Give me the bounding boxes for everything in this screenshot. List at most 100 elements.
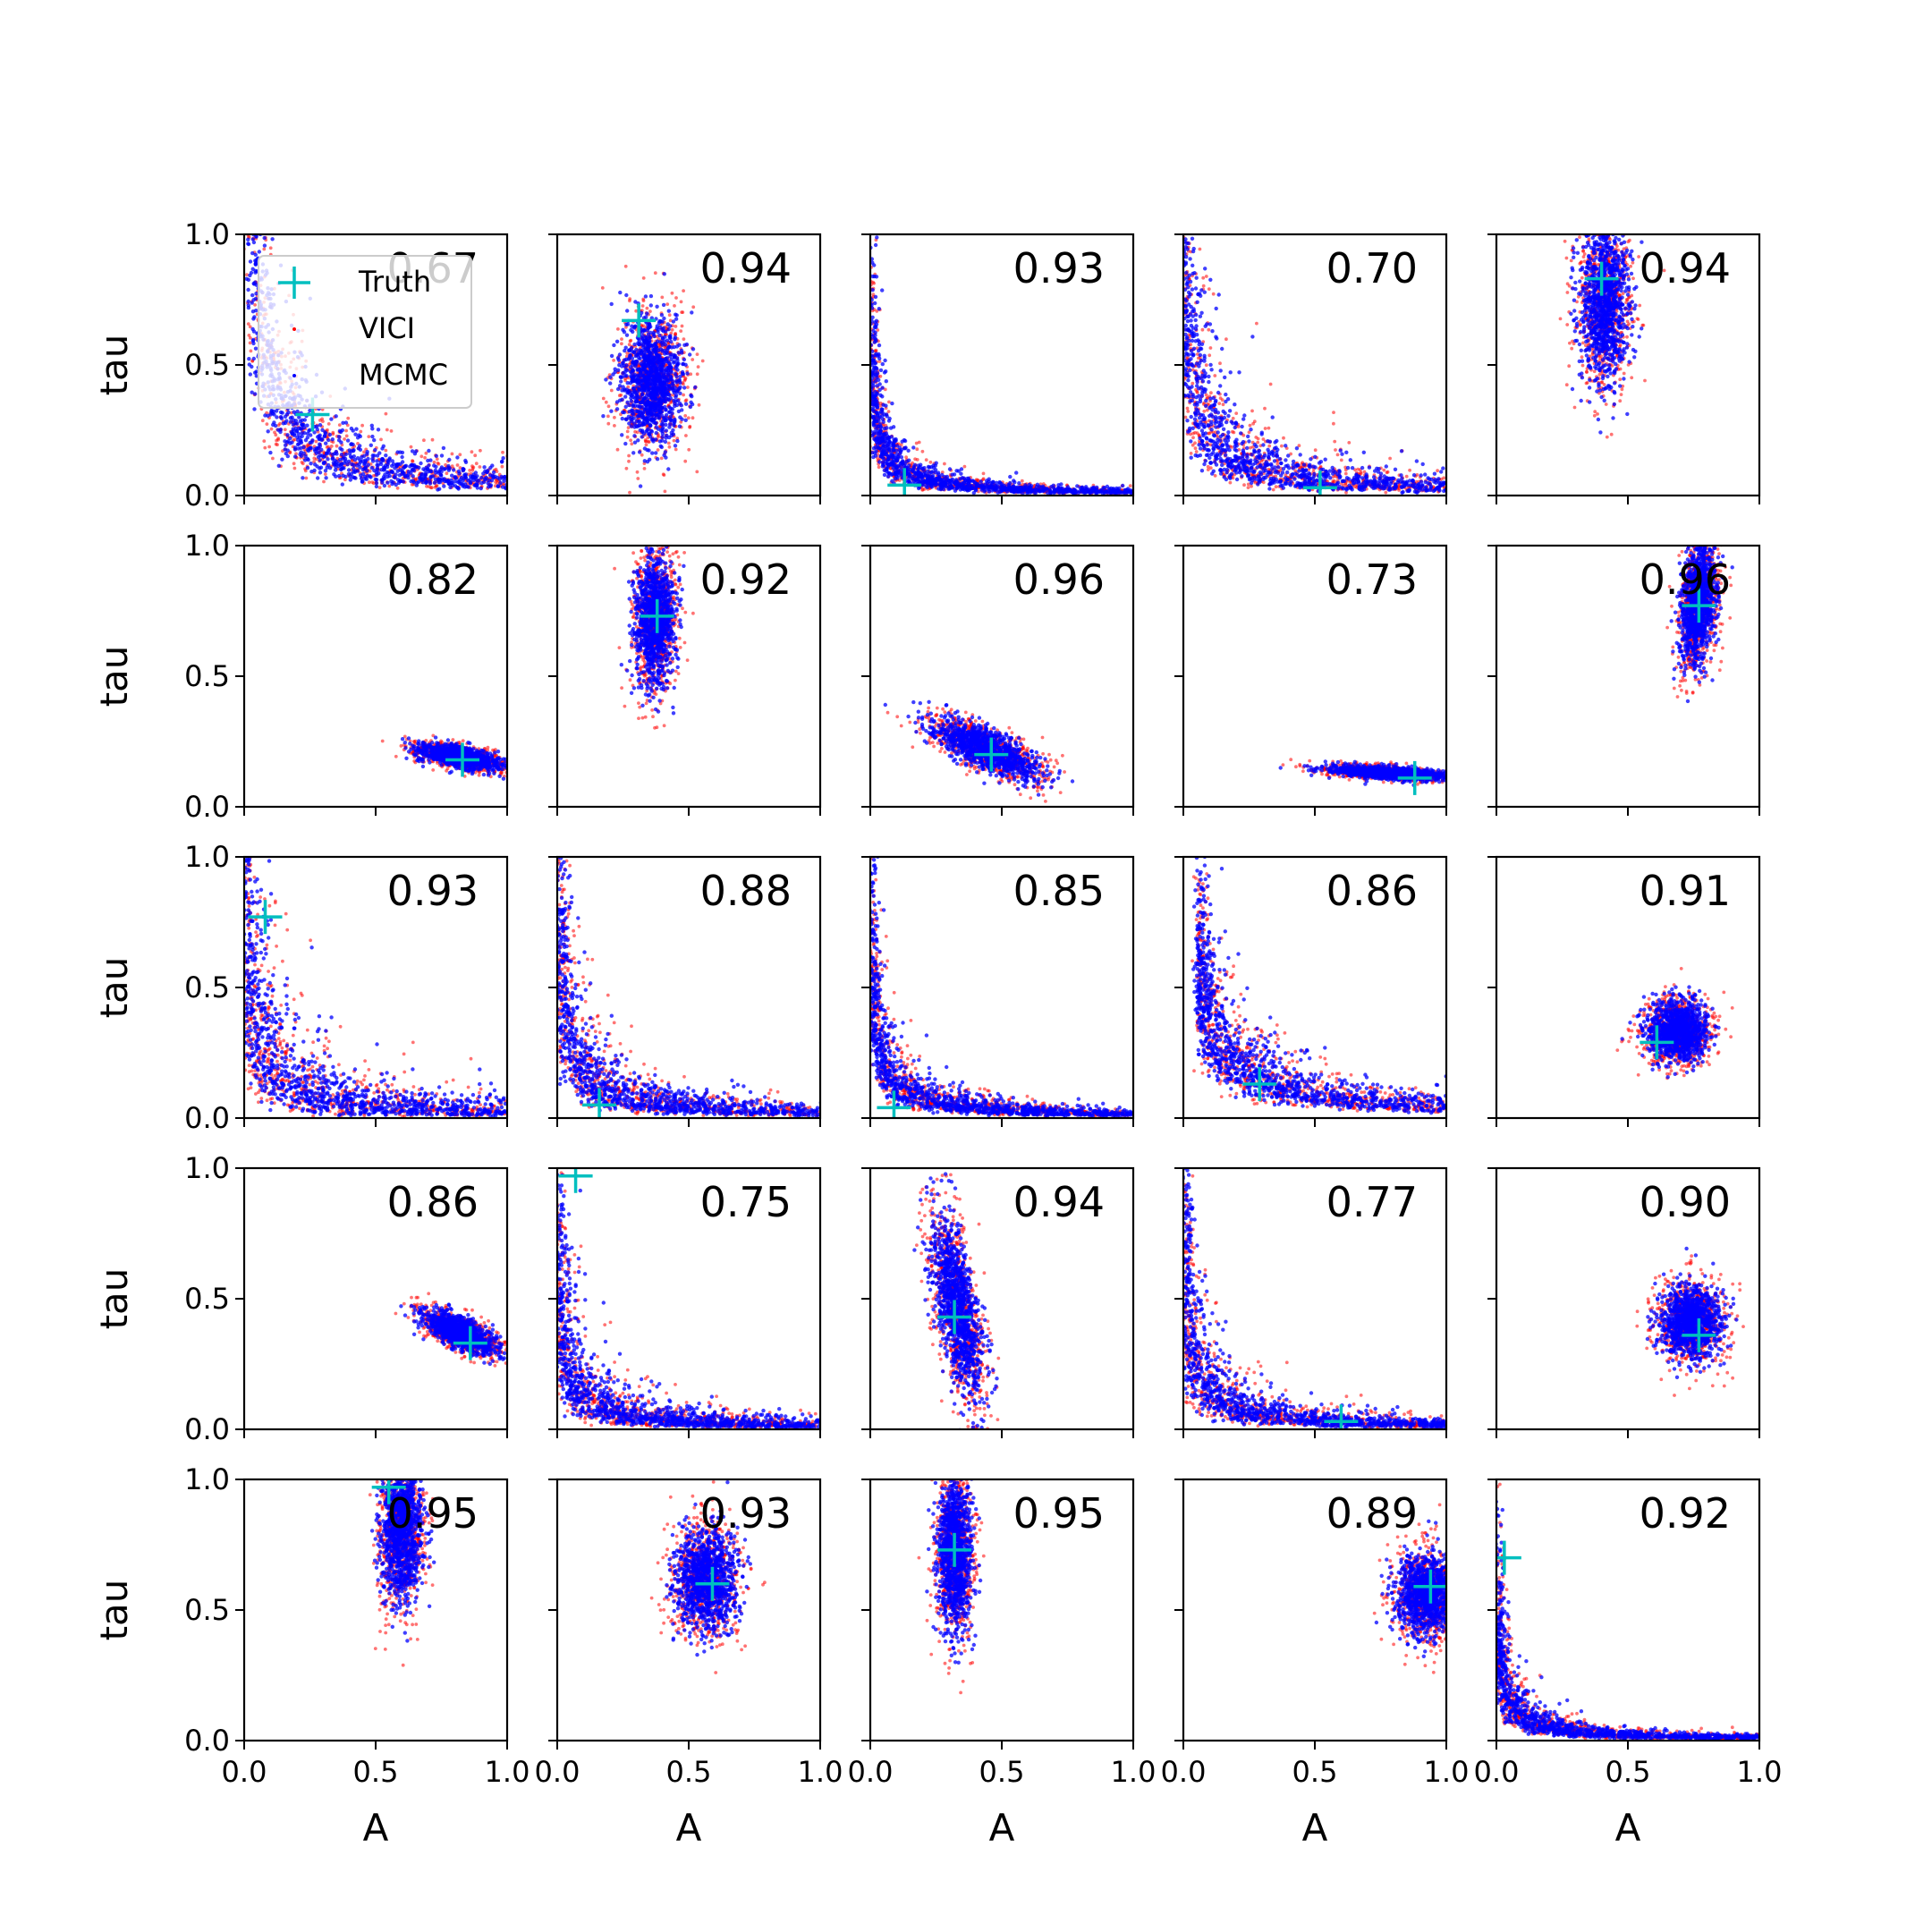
mcmc-point [291, 427, 295, 431]
vici-point [682, 393, 685, 397]
vici-point [981, 471, 986, 476]
mcmc-point [617, 352, 623, 357]
mcmc-point [254, 292, 258, 296]
mcmc-point [674, 344, 680, 349]
vici-point [436, 462, 441, 466]
mcmc-point [246, 303, 250, 308]
vici-point [331, 430, 335, 435]
vici-point [883, 387, 887, 392]
vici-point [627, 459, 631, 463]
mcmc-point [625, 322, 631, 326]
vici-point [625, 435, 630, 439]
mcmc-point [623, 345, 628, 350]
mcmc-point [665, 356, 669, 360]
mcmc-point [319, 453, 325, 458]
mcmc-point [391, 462, 396, 467]
mcmc-point [648, 406, 653, 411]
mcmc-point [432, 463, 436, 468]
mcmc-point [644, 360, 648, 366]
mcmc-point [629, 399, 633, 403]
vici-point [249, 336, 252, 340]
mcmc-point [341, 420, 345, 425]
mcmc-point [369, 443, 373, 447]
mcmc-point [336, 435, 342, 439]
vici-point [458, 453, 462, 457]
vici-point [335, 444, 339, 448]
mcmc-point [660, 380, 665, 386]
mcmc-point [875, 424, 879, 428]
vici-point [262, 247, 267, 251]
vici-point [680, 310, 683, 314]
vici-point [384, 411, 388, 416]
vici-point [640, 453, 644, 457]
mcmc-point [640, 362, 645, 368]
vici-point [425, 484, 428, 488]
vici-point [294, 452, 298, 456]
mcmc-point [375, 459, 379, 463]
mcmc-point [674, 402, 680, 408]
mcmc-point [637, 404, 642, 409]
vici-point [455, 463, 460, 467]
mcmc-point [608, 375, 613, 379]
mcmc-point [423, 471, 428, 476]
mcmc-point [636, 423, 641, 428]
mcmc-point [616, 368, 621, 372]
mcmc-point [646, 400, 650, 404]
mcmc-point [330, 456, 335, 462]
mcmc-point [641, 374, 646, 379]
mcmc-point [653, 416, 657, 421]
mcmc-point [309, 440, 314, 445]
mcmc-point [351, 449, 356, 453]
vici-point [606, 414, 610, 419]
vici-point [367, 435, 371, 438]
vici-point [635, 430, 640, 435]
mcmc-point [667, 425, 672, 429]
mcmc-point [648, 431, 652, 436]
vici-point [667, 313, 672, 318]
mcmc-point [280, 457, 284, 462]
mcmc-point [370, 456, 375, 462]
mcmc-point [673, 337, 677, 342]
mcmc-point [285, 433, 290, 437]
mcmc-point [374, 484, 379, 489]
legend-label: MCMC [359, 358, 448, 392]
vici-point [616, 327, 620, 331]
mcmc-point [667, 344, 672, 349]
legend-label: Truth [358, 265, 431, 299]
mcmc-point [318, 465, 324, 470]
vici-point [301, 462, 305, 466]
mcmc-point [320, 436, 325, 441]
vici-point [1020, 479, 1024, 483]
mcmc-point [641, 339, 647, 343]
mcmc-point [313, 462, 318, 467]
mcmc-point [337, 473, 342, 479]
mcmc-point [648, 422, 653, 428]
mcmc-point [620, 416, 624, 421]
mcmc-point [411, 474, 415, 479]
vici-point [248, 341, 252, 345]
mcmc-point [662, 316, 666, 321]
mcmc-point [251, 298, 256, 302]
mcmc-point [376, 428, 381, 432]
vici-point [877, 360, 882, 363]
mcmc-point [669, 370, 674, 375]
mcmc-point [254, 309, 258, 313]
vici-point [344, 428, 348, 433]
vici-point [670, 327, 674, 332]
mcmc-point [645, 369, 649, 374]
mcmc-point [665, 391, 669, 395]
mcmc-point [640, 411, 646, 415]
mcmc-point [270, 237, 275, 242]
mcmc-point [466, 479, 470, 483]
mcmc-point [1008, 474, 1013, 479]
vici-point [628, 297, 632, 301]
vici-point [470, 450, 474, 454]
mcmc-point [420, 472, 425, 477]
vici-point [623, 264, 628, 268]
vici-point [695, 372, 699, 377]
vici-point [691, 416, 695, 420]
mcmc-point [651, 420, 657, 425]
legend-box [258, 255, 472, 409]
mcmc-point [666, 384, 672, 388]
mcmc-point [674, 356, 680, 360]
